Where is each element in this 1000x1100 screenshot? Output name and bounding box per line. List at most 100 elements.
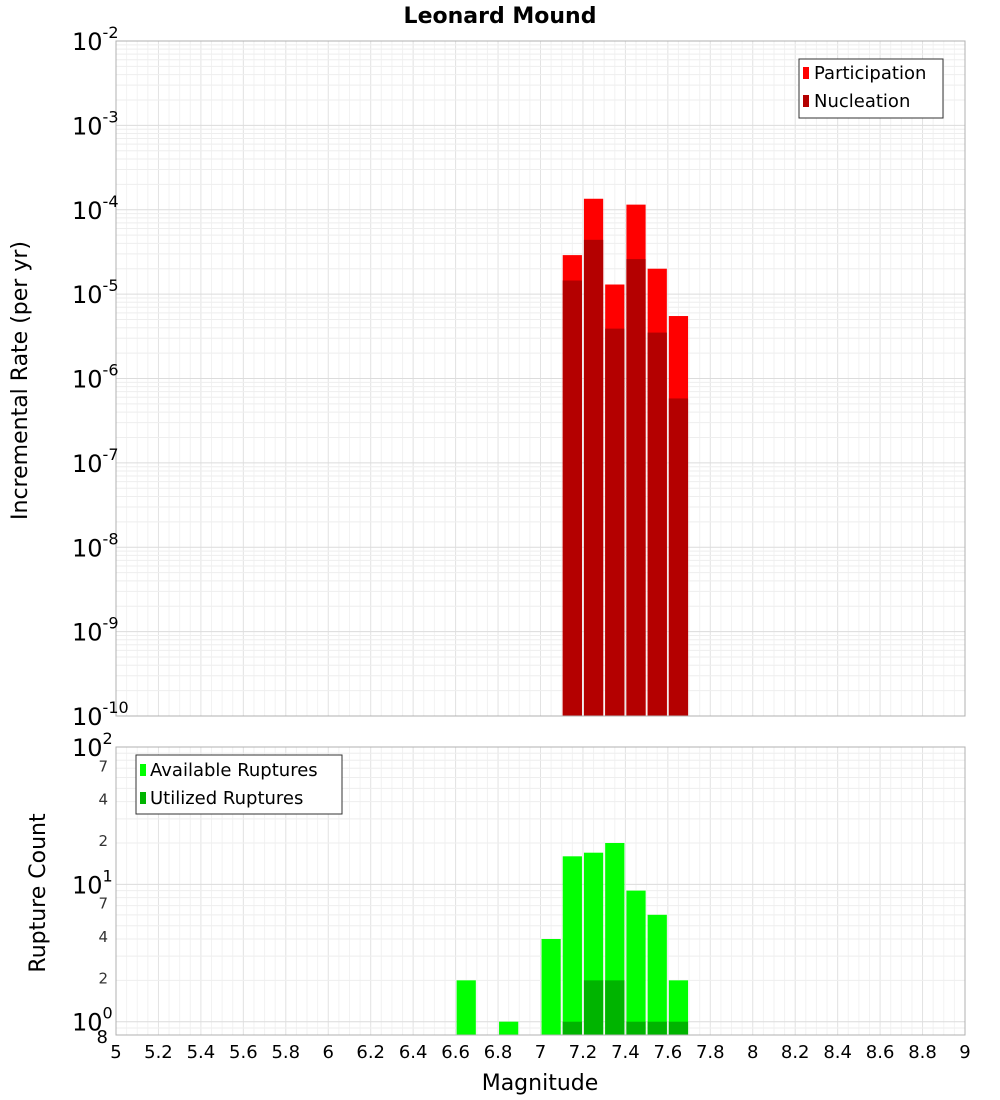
available-ruptures-bar bbox=[499, 1021, 519, 1035]
x-axis-label: Magnitude bbox=[482, 1071, 599, 1096]
tick-base: 10 bbox=[72, 703, 103, 731]
tick-exponent: -4 bbox=[103, 192, 119, 211]
rate-y-tick-label: 10-6 bbox=[72, 361, 119, 394]
x-tick-label: 5.6 bbox=[229, 1042, 258, 1063]
x-tick-label: 8 bbox=[747, 1042, 758, 1063]
x-tick-label: 5.2 bbox=[144, 1042, 173, 1063]
utilized-ruptures-bar bbox=[562, 1021, 582, 1035]
rate-legend-box bbox=[798, 58, 944, 119]
utilized-ruptures-bar bbox=[583, 980, 604, 1035]
legend-label-available: Available Ruptures bbox=[150, 760, 318, 781]
rate-y-tick-label: 10-10 bbox=[72, 698, 129, 731]
legend-label-nucleation: Nucleation bbox=[814, 91, 910, 112]
count-y-minor-tick-label: 2 bbox=[98, 969, 108, 987]
tick-exponent: -5 bbox=[103, 276, 119, 295]
tick-base: 10 bbox=[72, 1009, 103, 1037]
count-y-minor-tick-label: 4 bbox=[98, 928, 108, 946]
x-tick-label: 9 bbox=[959, 1042, 970, 1063]
available-ruptures-bar bbox=[456, 980, 476, 1035]
x-tick-label: 5.8 bbox=[271, 1042, 300, 1063]
x-tick-label: 8.6 bbox=[866, 1042, 895, 1063]
tick-base: 10 bbox=[72, 366, 103, 394]
nucleation-bar bbox=[562, 280, 582, 716]
tick-exponent: -7 bbox=[103, 445, 119, 464]
available-ruptures-bar bbox=[668, 980, 689, 1035]
rate-y-tick-label: 10-9 bbox=[72, 614, 119, 647]
count-legend: Available Ruptures Utilized Ruptures bbox=[135, 754, 343, 815]
x-tick-label: 8.8 bbox=[908, 1042, 937, 1063]
available-ruptures-bar bbox=[626, 890, 646, 1035]
rate-plot-frame bbox=[115, 40, 966, 717]
tick-base: 10 bbox=[72, 28, 103, 56]
x-tick-label: 7 bbox=[535, 1042, 546, 1063]
utilized-ruptures-bar bbox=[668, 1021, 689, 1035]
legend-label-participation: Participation bbox=[814, 63, 926, 84]
x-tick-label: 6.4 bbox=[399, 1042, 428, 1063]
count-y-minor-tick-label: 2 bbox=[98, 832, 108, 850]
count-y-tick-label: 101 bbox=[72, 866, 113, 899]
count-y-minor-tick-label: 8 bbox=[97, 1027, 108, 1048]
tick-base: 10 bbox=[72, 534, 103, 562]
available-ruptures-bar bbox=[647, 914, 667, 1035]
tick-base: 10 bbox=[72, 112, 103, 140]
x-tick-label: 7.8 bbox=[696, 1042, 725, 1063]
rate-y-tick-label: 10-7 bbox=[72, 445, 119, 478]
rate-y-tick-label: 10-8 bbox=[72, 529, 119, 562]
x-tick-label: 6.6 bbox=[441, 1042, 470, 1063]
count-y-tick-label: 102 bbox=[72, 729, 113, 762]
x-tick-label: 6.8 bbox=[484, 1042, 513, 1063]
x-tick-label: 6 bbox=[323, 1042, 334, 1063]
tick-exponent: -9 bbox=[103, 614, 119, 633]
chart-title: Leonard Mound bbox=[404, 4, 597, 29]
tick-base: 10 bbox=[72, 734, 103, 762]
tick-exponent: 2 bbox=[103, 729, 113, 748]
tick-exponent: -3 bbox=[103, 107, 119, 126]
rate-y-axis-label: Incremental Rate (per yr) bbox=[8, 241, 33, 520]
count-plot-frame bbox=[115, 746, 966, 1036]
tick-exponent: -8 bbox=[103, 529, 119, 548]
tick-exponent: 0 bbox=[103, 1004, 113, 1023]
nucleation-bar bbox=[605, 328, 625, 716]
rate-legend: Participation Nucleation bbox=[798, 58, 944, 119]
utilized-ruptures-bar bbox=[605, 980, 625, 1035]
tick-exponent: -2 bbox=[103, 23, 119, 42]
rate-y-tick-label: 10-4 bbox=[72, 192, 119, 225]
tick-base: 10 bbox=[72, 197, 103, 225]
available-ruptures-bar bbox=[562, 856, 582, 1035]
x-tick-label: 7.2 bbox=[569, 1042, 598, 1063]
tick-exponent: -10 bbox=[103, 698, 129, 717]
count-y-minor-tick-label: 7 bbox=[98, 895, 108, 913]
nucleation-bar bbox=[583, 239, 604, 716]
x-tick-label: 8.2 bbox=[781, 1042, 810, 1063]
count-y-minor-tick-label: 4 bbox=[98, 791, 108, 809]
count-y-minor-tick-label: 7 bbox=[98, 757, 108, 775]
x-tick-label: 6.2 bbox=[356, 1042, 385, 1063]
x-tick-label: 5.4 bbox=[187, 1042, 216, 1063]
count-y-tick-label: 100 bbox=[72, 1004, 113, 1037]
utilized-ruptures-bar bbox=[626, 1021, 646, 1035]
legend-swatch-utilized bbox=[140, 792, 146, 804]
nucleation-bar bbox=[647, 332, 667, 716]
legend-swatch-available bbox=[140, 764, 146, 776]
tick-base: 10 bbox=[72, 619, 103, 647]
count-y-axis-label: Rupture Count bbox=[26, 813, 51, 973]
count-legend-box bbox=[135, 754, 343, 815]
legend-swatch-participation bbox=[803, 67, 809, 79]
tick-base: 10 bbox=[72, 281, 103, 309]
legend-swatch-nucleation bbox=[803, 95, 809, 107]
utilized-ruptures-bar bbox=[647, 1021, 667, 1035]
x-tick-label: 5 bbox=[110, 1042, 121, 1063]
tick-exponent: 1 bbox=[103, 866, 113, 885]
rate-y-tick-label: 10-2 bbox=[72, 23, 119, 56]
tick-exponent: -6 bbox=[103, 361, 119, 380]
nucleation-bar bbox=[626, 259, 646, 716]
tick-base: 10 bbox=[72, 450, 103, 478]
x-tick-label: 8.4 bbox=[823, 1042, 852, 1063]
available-ruptures-bar bbox=[541, 939, 561, 1035]
rate-y-tick-label: 10-5 bbox=[72, 276, 119, 309]
legend-label-utilized: Utilized Ruptures bbox=[150, 788, 303, 809]
rate-y-tick-label: 10-3 bbox=[72, 107, 119, 140]
nucleation-bar bbox=[668, 398, 689, 716]
